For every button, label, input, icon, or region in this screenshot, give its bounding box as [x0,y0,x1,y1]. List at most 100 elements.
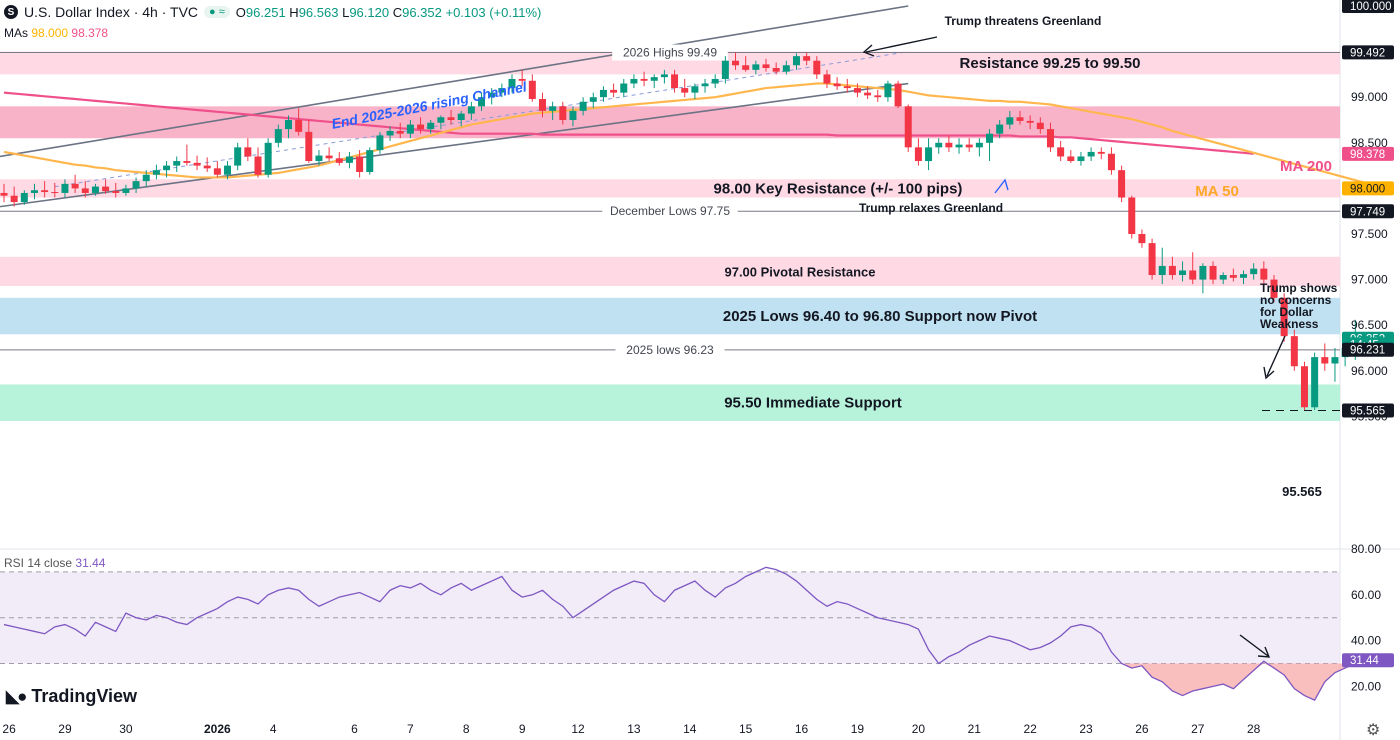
candle-body [10,195,18,203]
candle-body [681,88,689,93]
time-axis-tick-14: 19 [851,722,865,736]
price-label-1: 99.492 [1350,47,1385,59]
ohlc-readout: O96.251 H96.563 L96.120 C96.352 +0.103 (… [235,4,542,20]
candle-body [142,174,150,182]
tradingview-logo-text: TradingView [31,686,138,706]
time-axis-tick-16: 21 [968,722,982,736]
high-value: 96.563 [298,4,339,20]
candle-body [244,147,252,157]
candle-body [732,60,740,66]
channel-lower-line [0,82,909,208]
candle-body [295,120,303,132]
candle-body [1229,275,1237,278]
price-axis-tick-4: 96.500 [1351,318,1388,332]
rsi-axis-tick-0: 80.00 [1351,542,1381,556]
zone-2 [0,179,1340,198]
time-axis-tick-6: 7 [407,722,414,736]
zone-0 [0,51,1340,75]
candle-body [640,78,648,81]
time-axis-tick-1: 29 [58,722,72,736]
market-status-icon[interactable]: ● ≈ [204,6,230,18]
candle-body [833,83,841,87]
rsi-legend[interactable]: RSI 14 close 31.44 [4,556,105,570]
candle-body [224,165,232,175]
annotation-ma50: MA 50 [1195,183,1239,200]
candle-body [650,77,658,81]
time-axis-tick-5: 6 [351,722,358,736]
candle-body [803,56,811,61]
candle-body [335,158,343,163]
candle-body [234,147,242,166]
candle-body [1168,265,1176,276]
arrow-head-dollar-weakness [1263,366,1275,380]
candle-body [417,124,425,130]
tradingview-logo[interactable]: ◣● TradingView [6,686,137,707]
time-axis-tick-12: 15 [739,722,753,736]
candle-body [1209,265,1217,280]
ma-legend[interactable]: MAs 98.000 98.378 [4,26,108,40]
candle-body [1260,268,1268,280]
price-label-7: 96.231 [1350,345,1385,357]
price-label-bg-1 [1342,45,1394,60]
candle-body [1046,129,1054,148]
candle-body [1036,122,1044,130]
candle-body [173,161,181,166]
candle-body [467,106,475,114]
candle-body [193,162,201,166]
rsi-line [3,566,1366,701]
time-axis-tick-0: 26 [2,722,16,736]
candle-body [904,106,912,148]
candle-body [427,122,435,130]
tradingview-logo-icon: ◣● [6,686,27,706]
candle-body [853,88,861,93]
candle-body [498,88,506,93]
candle-body [1118,170,1126,198]
candle-body [569,110,577,120]
candle-body [945,142,953,148]
annotation-dollar-weakness-2: for Dollar [1260,305,1314,319]
candle-body [701,83,709,87]
symbol-title[interactable]: U.S. Dollar Index · 4h · TVC [24,4,199,20]
change-value: +0.103 (+0.11%) [445,4,542,20]
candle-body [610,89,618,93]
candle-body [1331,357,1339,364]
candle-body [1016,117,1024,121]
candle-body [305,131,313,162]
candle-body [406,124,414,134]
time-axis-tick-13: 16 [795,722,809,736]
candle-body [955,144,963,148]
settings-gear-icon[interactable]: ⚙ [1366,722,1381,739]
candle-body [1067,156,1075,162]
arrow-dollar-weakness [1266,335,1286,377]
price-axis-tick-0: 99.000 [1351,90,1388,104]
candle-body [1189,270,1197,280]
candle-body [742,65,750,70]
price-label-bg-2 [1342,146,1394,161]
price-label-2: 98.378 [1350,149,1385,161]
candle-body [823,74,831,84]
candle-body [925,147,933,162]
candle-body [559,106,567,120]
candle-body [630,78,638,84]
zone-3 [0,256,1340,286]
rsi-legend-value: 31.44 [75,556,106,570]
price-label-bg-3 [1342,181,1394,196]
annotation-low-value: 95.565 [1282,484,1322,499]
rsi-value-label-bg [1342,653,1394,668]
annotation-dollar-weakness-3: Weakness [1260,317,1319,331]
candle-body [315,155,323,162]
candle-body [589,97,597,102]
zone-label-4: 2025 Lows 96.40 to 96.80 Support now Piv… [723,308,1037,325]
dollar-symbol-icon: S [4,5,18,19]
price-axis-tick-1: 98.500 [1351,136,1388,150]
candle-body [620,83,628,93]
candle-body [1138,234,1146,244]
candle-body [1240,274,1248,278]
candle-body [660,74,668,78]
rsi-oversold-fill [1121,663,1356,701]
level-label-bg-1 [602,203,738,220]
time-axis-tick-10: 13 [627,722,641,736]
candle-body [1199,265,1207,280]
level-label-2: 2025 lows 96.23 [626,343,714,357]
